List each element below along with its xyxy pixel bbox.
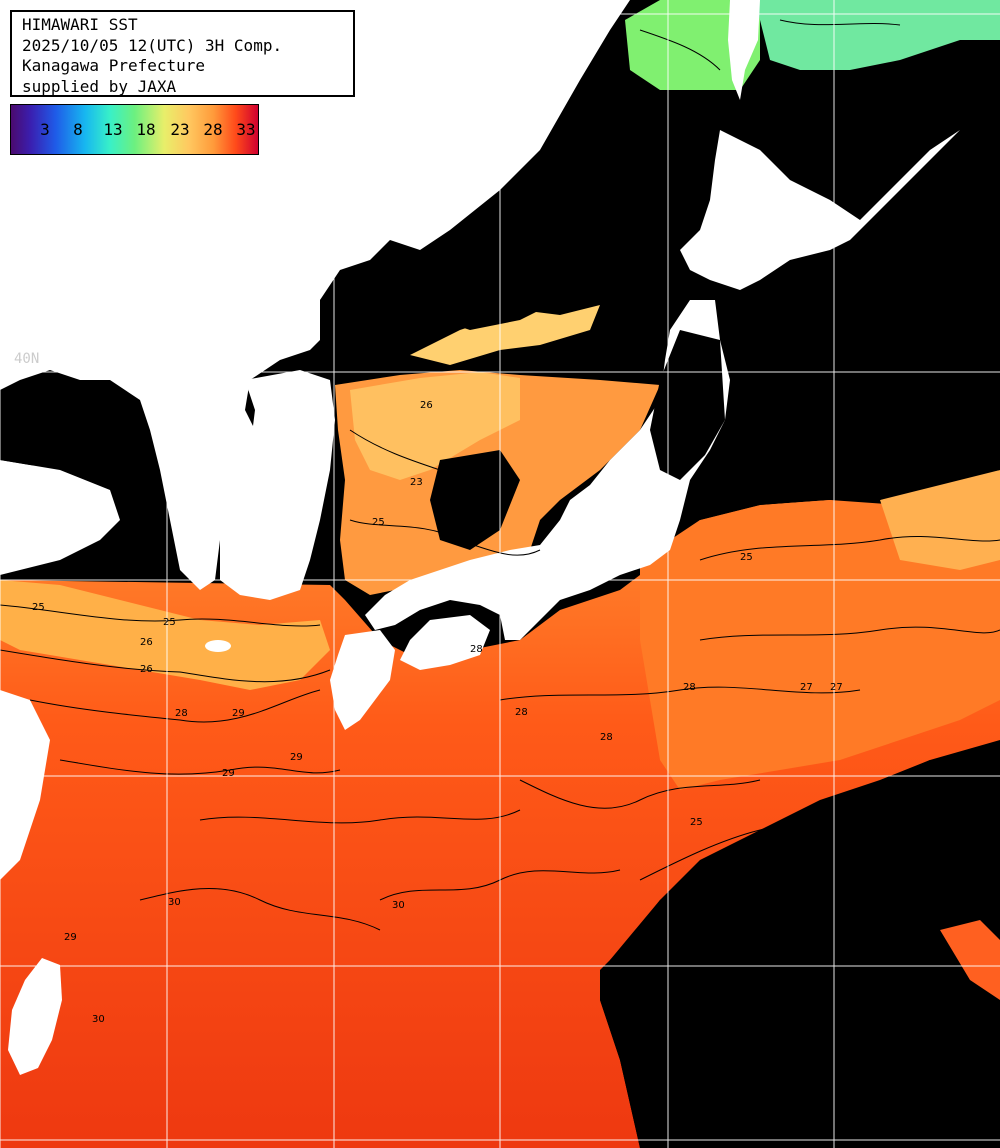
contour-label: 26: [140, 637, 153, 648]
scale-tick: 33: [236, 120, 256, 139]
scale-tick: 13: [103, 120, 123, 139]
contour-label: 25: [372, 517, 385, 528]
contour-label: 25: [32, 602, 45, 613]
contour-label: 28: [683, 682, 696, 693]
contour-23-soj: [349, 429, 441, 471]
land-sakhalin: [728, 0, 760, 100]
contour-28-east: [499, 686, 861, 701]
land-china-south: [0, 690, 50, 880]
contour-label: 29: [232, 708, 245, 719]
contour-label: 26: [140, 664, 153, 675]
sst-yellow-streak: [410, 305, 600, 365]
land-kyushu: [330, 630, 395, 730]
info-box: HIMAWARI SST 2025/10/05 12(UTC) 3H Comp.…: [10, 10, 355, 97]
contour-label: 25: [163, 617, 176, 628]
contour-27-east: [699, 626, 1000, 641]
contour-28: [29, 689, 321, 723]
contour-label: 30: [168, 897, 181, 908]
scale-tick: 8: [73, 120, 83, 139]
sst-southeast-spots: [940, 920, 1000, 1000]
sst-yellow-sea: [0, 580, 330, 690]
land-shikoku: [400, 615, 490, 670]
contour-label: 25: [690, 817, 703, 828]
land-korea: [220, 370, 335, 600]
cloud-east-hokkaido: [730, 170, 1000, 420]
region-label: Kanagawa Prefecture: [22, 56, 206, 75]
land-taiwan: [8, 958, 62, 1075]
contour-north-2: [779, 19, 901, 26]
contour-label: 30: [392, 900, 405, 911]
cloud-southeast: [600, 740, 1000, 1148]
contour-25-west: [0, 604, 321, 627]
contour-label: 25: [740, 552, 753, 563]
scale-tick: 18: [136, 120, 156, 139]
contour-label: 23: [690, 880, 703, 891]
contour-label: 28: [515, 707, 528, 718]
contour-25-soj: [349, 519, 541, 556]
color-scale-legend: 3 8 13 18 23 28 33: [10, 104, 259, 155]
scale-tick: 23: [170, 120, 190, 139]
land-hokkaido: [680, 130, 960, 290]
contour-25-east: [699, 535, 1000, 561]
cloud-korea-north: [320, 260, 400, 380]
contour-label: 27: [800, 682, 813, 693]
contour-label: 30: [92, 1014, 105, 1025]
cloud-east-honshu: [680, 390, 1000, 520]
contour-label: 27: [830, 682, 843, 693]
contour-29-south: [519, 779, 761, 809]
contour-29: [59, 759, 341, 775]
contour-label: 28: [175, 708, 188, 719]
sst-north-cold-2: [755, 0, 1000, 70]
latitude-label-40n: 40N: [14, 351, 40, 367]
contour-label: 29: [64, 932, 77, 943]
contour-label: 26: [420, 400, 433, 411]
contour-25-se: [639, 789, 881, 881]
scale-tick: 28: [203, 120, 223, 139]
contour-label: 29: [290, 752, 303, 763]
sst-east-patch: [880, 470, 1000, 570]
land-honshu: [365, 300, 730, 640]
cloud-honshu-interior: [650, 330, 725, 480]
land-china-east: [0, 460, 120, 575]
contour-label: 28: [600, 732, 613, 743]
contour-label: 29: [222, 768, 235, 779]
cloud-north-japan: [440, 120, 700, 330]
sst-north-cold: [625, 0, 760, 90]
contour-label: 28: [470, 644, 483, 655]
credit-label: supplied by JAXA: [22, 76, 177, 96]
scale-tick: 3: [40, 120, 50, 139]
cloud-sea-japan-center: [430, 450, 520, 550]
contour-north: [639, 29, 721, 71]
sst-east-band: [640, 500, 1000, 790]
observation-datetime: 2025/10/05 12(UTC) 3H Comp.: [22, 35, 283, 55]
contour-26-west: [0, 649, 331, 683]
contour-label: 23: [410, 477, 423, 488]
cloud-west-china: [0, 380, 150, 480]
product-title: HIMAWARI SST: [22, 15, 138, 34]
land-jeju: [205, 640, 231, 652]
contour-28-center: [199, 809, 521, 824]
contour-30-a: [139, 887, 381, 931]
